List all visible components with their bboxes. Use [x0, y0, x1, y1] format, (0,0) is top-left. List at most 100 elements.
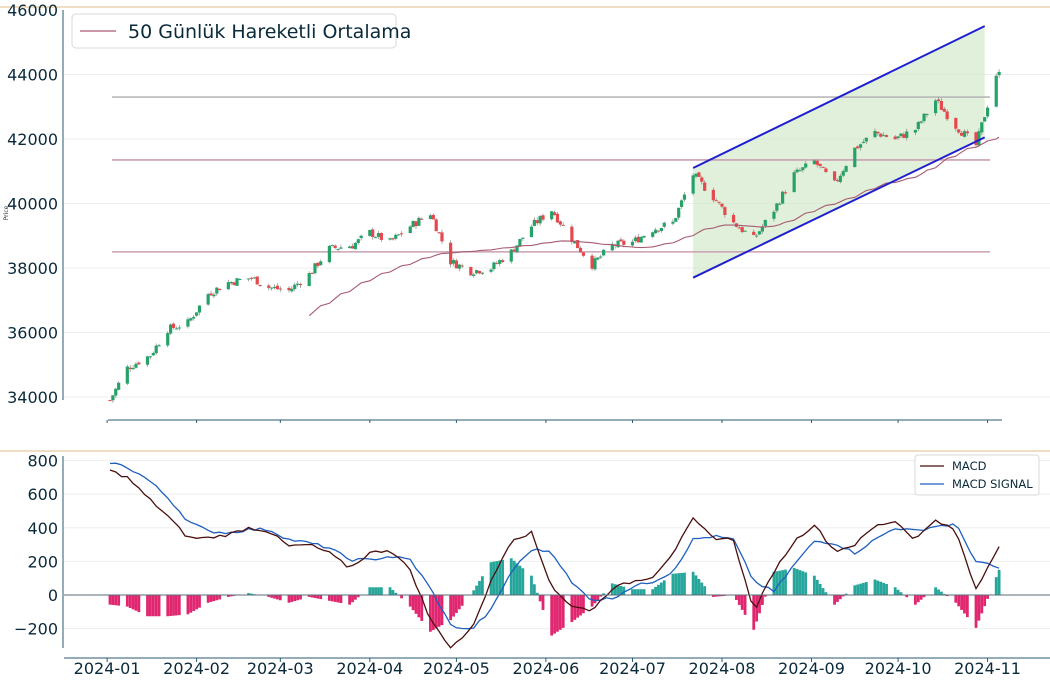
histogram-bar — [824, 592, 828, 595]
candle-body — [997, 71, 1001, 76]
histogram-bar — [960, 595, 963, 610]
histogram-bar — [677, 573, 681, 595]
candle-body — [541, 215, 545, 220]
candle-body — [252, 277, 256, 279]
histogram-bar — [310, 595, 314, 598]
histogram-bar — [856, 584, 860, 595]
histogram-bar — [683, 572, 686, 595]
price-tick-label: 34000 — [7, 388, 58, 407]
histogram-bar — [541, 595, 545, 610]
histogram-bar — [111, 595, 115, 605]
candle-body — [270, 287, 274, 289]
candle-body — [841, 171, 845, 176]
candle-body — [674, 218, 678, 222]
candle-body — [552, 212, 557, 216]
candle-body — [916, 122, 920, 130]
candle-body — [145, 356, 150, 365]
macd-tick-label: 0 — [48, 586, 58, 605]
histogram-bar — [657, 584, 660, 595]
candle-body — [169, 324, 173, 334]
candle-body — [330, 244, 334, 246]
histogram-bar — [899, 592, 903, 595]
histogram-bar — [763, 595, 767, 597]
candle-body — [838, 175, 842, 183]
candle-body — [411, 220, 415, 227]
macd-tick-label: 600 — [27, 485, 58, 504]
histogram-bar — [556, 595, 559, 632]
candle-body — [858, 144, 863, 148]
histogram-bar — [336, 595, 340, 603]
candle-body — [235, 278, 239, 286]
candle-body — [671, 221, 675, 224]
candle-body — [460, 265, 464, 267]
moving-average-line — [308, 136, 1000, 317]
candle-body — [659, 227, 663, 232]
candle-body — [532, 219, 536, 226]
candle-body — [229, 281, 233, 284]
macd-legend-label: MACD — [952, 459, 987, 473]
price-tick-label: 36000 — [7, 324, 58, 343]
candle-body — [128, 367, 132, 370]
candle-body — [428, 215, 433, 219]
histogram-bar — [146, 595, 149, 617]
candle-body — [290, 288, 294, 292]
histogram-bar — [348, 595, 351, 605]
candle-body — [431, 214, 435, 220]
candle-body — [310, 273, 314, 275]
candle-body — [258, 284, 262, 286]
candle-body — [974, 132, 978, 146]
candle-body — [818, 163, 822, 167]
histogram-bar — [492, 561, 496, 595]
histogram-bar — [420, 595, 424, 621]
histogram-bar — [836, 595, 839, 602]
candle-body — [333, 245, 337, 248]
candle-body — [339, 247, 343, 249]
histogram-bar — [388, 587, 392, 595]
candle-body — [812, 160, 816, 165]
histogram-bar — [579, 595, 582, 616]
histogram-bar — [327, 595, 331, 601]
histogram-bar — [538, 595, 542, 602]
date-tick-label: 2024-07 — [599, 659, 666, 678]
histogram-bar — [905, 595, 909, 598]
price-tick-label: 46000 — [7, 1, 58, 20]
candle-body — [336, 248, 340, 250]
histogram-bar — [394, 592, 398, 595]
candle-body — [945, 111, 949, 120]
candle-body — [879, 133, 883, 137]
candle-body — [498, 260, 502, 264]
histogram-bar — [429, 595, 432, 632]
candle-body — [720, 203, 724, 207]
histogram-bar — [711, 595, 715, 597]
histogram-bar — [957, 595, 961, 607]
candle-body — [801, 167, 805, 171]
histogram-bar — [431, 595, 435, 631]
candle-body — [255, 276, 259, 285]
candle-body — [148, 356, 153, 358]
histogram-bar — [353, 595, 357, 600]
candle-body — [775, 203, 779, 211]
candle-body — [347, 246, 352, 249]
candle-body — [677, 207, 681, 218]
candle-body — [319, 261, 323, 265]
histogram-bar — [700, 582, 704, 595]
date-tick-label: 2024-06 — [512, 659, 579, 678]
candle-body — [772, 211, 776, 219]
histogram-bar — [319, 595, 323, 600]
candle-body — [723, 207, 727, 215]
histogram-bar — [885, 583, 888, 595]
candle-body — [653, 229, 658, 234]
candle-body — [414, 221, 418, 227]
candle-body — [356, 239, 360, 243]
histogram-bar — [873, 579, 877, 595]
candle-body — [778, 203, 782, 205]
histogram-bar — [879, 581, 883, 595]
candle-body — [529, 226, 534, 238]
histogram-bar — [576, 595, 580, 618]
candle-body — [388, 238, 392, 240]
histogram-bar — [212, 595, 216, 602]
histogram-bar — [980, 595, 984, 614]
histogram-bar — [593, 595, 597, 604]
candle-body — [408, 226, 412, 234]
histogram-bar — [622, 586, 626, 595]
